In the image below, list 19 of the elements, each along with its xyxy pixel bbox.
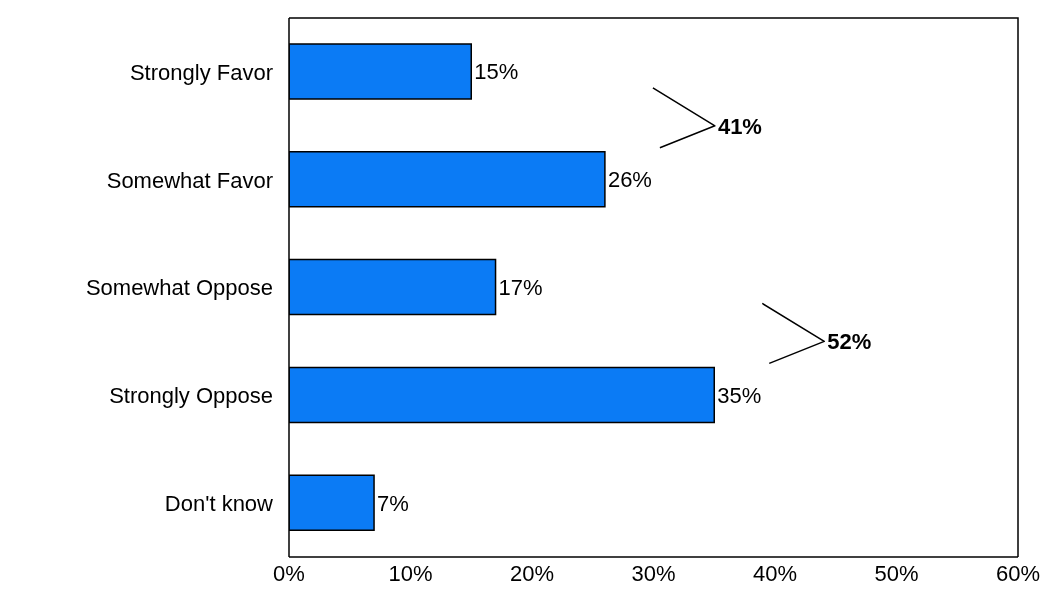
y-tick-label: Strongly Oppose	[109, 383, 273, 409]
annotation: 52%	[827, 329, 872, 355]
y-tick-label: Somewhat Oppose	[85, 275, 273, 301]
annotation: 41%	[717, 113, 762, 139]
y-tick-label: Strongly Favor	[129, 59, 273, 85]
x-tick-label: 0%	[273, 560, 305, 586]
data-label: 15%	[474, 59, 519, 85]
x-tick-label: 30%	[631, 560, 676, 586]
y-tick-label: Don't know	[164, 490, 274, 516]
x-tick-label: 10%	[388, 560, 433, 586]
x-tick-label: 40%	[752, 560, 798, 586]
data-label: 17%	[498, 274, 543, 300]
data-label: 35%	[717, 382, 762, 408]
x-tick-label: 50%	[874, 560, 919, 586]
y-tick-label: Somewhat Favor	[106, 167, 273, 193]
x-tick-label: 20%	[509, 560, 555, 586]
x-tick-label: 60%	[995, 560, 1041, 586]
data-label: 26%	[607, 167, 652, 193]
data-label: 7%	[377, 490, 409, 516]
